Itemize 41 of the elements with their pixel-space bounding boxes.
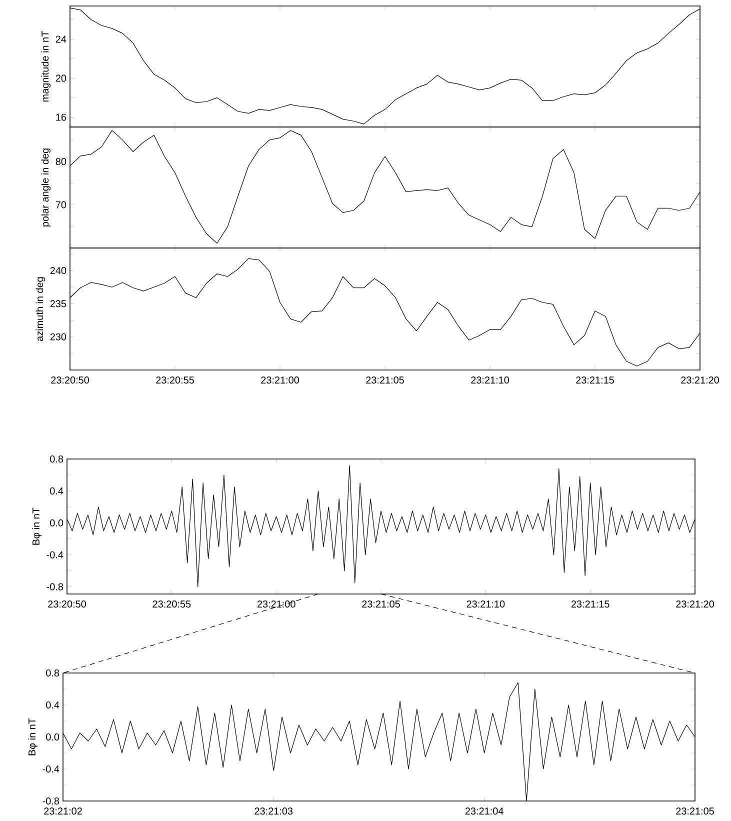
y-tick-label: 0.0 [50,519,64,526]
x-tick-label: 23:21:10 [466,600,505,608]
x-tick-label: 23:21:05 [366,376,404,384]
y-tick-label: -0.8 [42,797,60,805]
y-axis-title: magnitude in nT [41,31,51,102]
y-axis-title: Bφ in nT [32,508,42,545]
x-tick-label: 23:21:20 [681,376,720,384]
y-tick-label: 0.0 [46,733,60,741]
y-tick-label: 20 [56,74,66,82]
y-axis-title: azimuth in deg [36,277,46,341]
y-axis-title: Bφ in nT [28,718,38,756]
x-tick-label: 23:21:15 [576,376,614,384]
y-tick-label: 0.8 [50,455,64,463]
y-tick-label: 80 [56,158,66,166]
x-tick-label: 23:20:55 [156,376,194,384]
x-tick-label: 23:21:04 [465,808,504,815]
y-tick-label: 0.8 [46,669,60,677]
x-tick-label: 23:21:05 [362,600,400,608]
y-tick-label: 70 [56,201,66,208]
x-tick-label: 23:20:55 [152,600,191,608]
x-tick-label: 23:21:03 [254,808,293,815]
x-tick-label: 23:21:00 [257,600,296,608]
x-tick-label: 23:21:05 [676,808,714,815]
x-tick-label: 23:21:00 [261,376,300,384]
x-tick-label: 23:21:15 [571,600,610,608]
y-tick-label: 240 [50,267,66,274]
x-tick-label: 23:21:10 [471,376,510,384]
y-tick-label: 16 [56,114,66,121]
x-tick-label: 23:21:02 [44,808,82,815]
y-tick-label: -0.8 [46,583,64,590]
x-tick-label: 23:20:50 [51,376,89,384]
x-tick-label: 23:20:50 [48,600,86,608]
y-axis-title: polar angle in deg [41,148,51,226]
y-tick-label: 230 [50,333,66,340]
y-tick-label: 0.4 [50,487,64,494]
x-tick-label: 23:21:20 [676,600,714,608]
y-tick-label: -0.4 [46,551,64,558]
y-tick-label: 0.4 [46,701,60,709]
y-tick-label: 24 [56,36,66,43]
y-tick-label: -0.4 [42,765,60,773]
y-tick-label: 235 [50,300,66,308]
